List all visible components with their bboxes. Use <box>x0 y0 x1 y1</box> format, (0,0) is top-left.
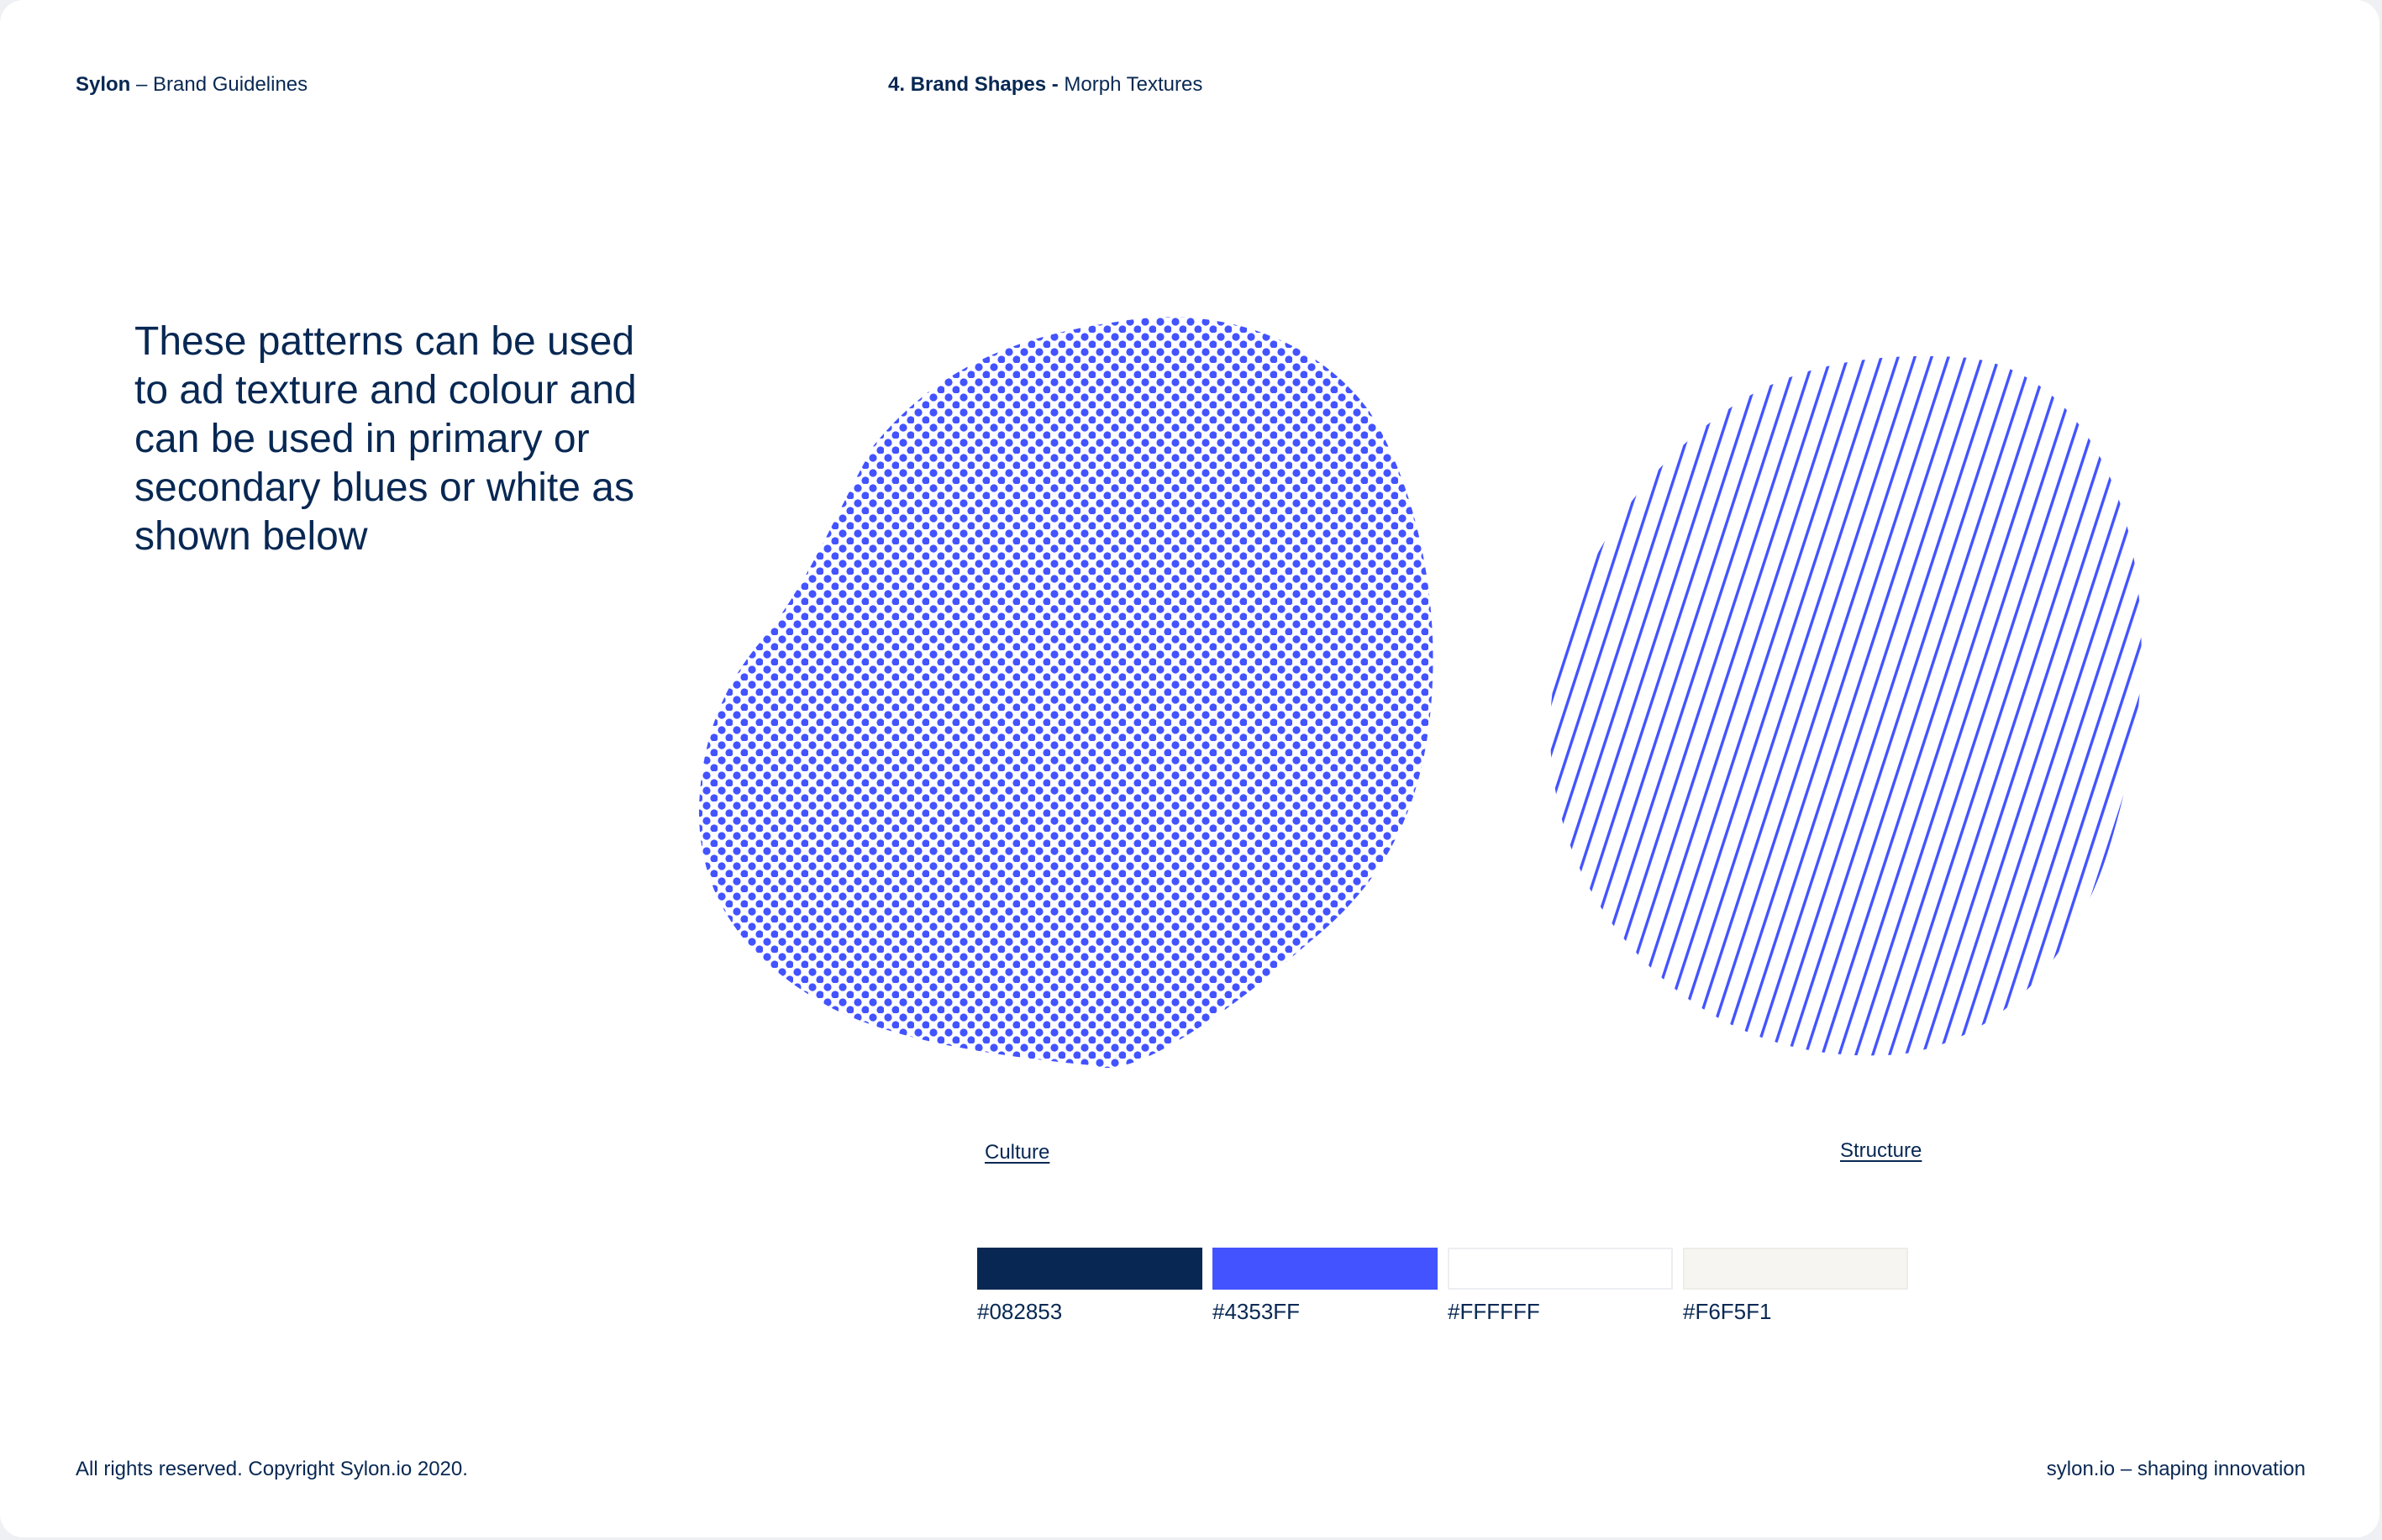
footer-tagline: sylon.io – shaping innovation <box>2046 1458 2306 1480</box>
swatch-off-white: #F6F5F1 <box>1683 1248 1910 1325</box>
copyright-text: All rights reserved. Copyright Sylon.io … <box>76 1458 468 1480</box>
color-chip <box>1683 1248 1908 1290</box>
texture-illustrations <box>698 317 2142 1069</box>
color-hex-label: #4353FF <box>1212 1299 1301 1324</box>
swatch-white: #FFFFFF <box>1448 1248 1675 1325</box>
color-hex-label: #082853 <box>977 1299 1063 1324</box>
structure-texture <box>1549 355 2142 1056</box>
swatch-navy: #082853 <box>977 1248 1204 1325</box>
color-hex-label: #F6F5F1 <box>1683 1299 1772 1324</box>
color-chip <box>1448 1248 1673 1290</box>
section-title: 4. Brand Shapes - Morph Textures <box>888 72 1202 97</box>
color-palette: #082853 #4353FF #FFFFFF #F6F5F1 <box>977 1248 1911 1332</box>
culture-texture <box>698 317 1433 1069</box>
color-chip <box>1212 1248 1438 1290</box>
structure-label[interactable]: Structure <box>1840 1139 1922 1162</box>
document-title: Sylon – Brand Guidelines <box>76 72 308 97</box>
culture-label[interactable]: Culture <box>985 1141 1050 1164</box>
section-number: 4. Brand Shapes - <box>888 73 1059 96</box>
swatch-blue: #4353FF <box>1212 1248 1439 1325</box>
brand-name: Sylon <box>76 73 131 96</box>
document-subtitle: – Brand Guidelines <box>136 73 308 96</box>
intro-text: These patterns can be used to ad texture… <box>134 319 637 559</box>
color-hex-label: #FFFFFF <box>1448 1299 1540 1324</box>
section-name: Morph Textures <box>1064 73 1203 96</box>
color-chip <box>977 1248 1202 1290</box>
